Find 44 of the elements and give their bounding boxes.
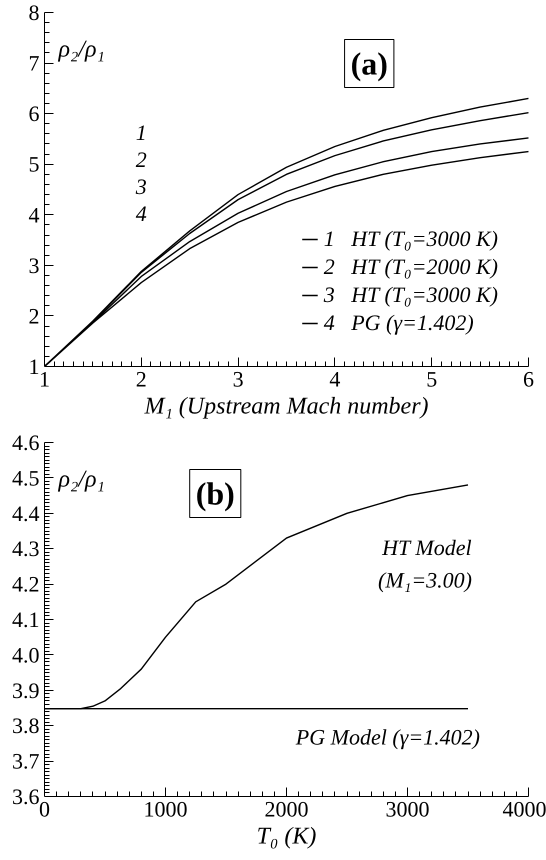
y-tick-label: 2 [28,303,40,328]
annotation: 3 [134,174,147,199]
x-tick-label: 2000 [264,796,308,822]
text: (b) [196,476,235,512]
x-axis-title: M₁ (Upstream Mach number) [143,394,429,420]
y-tick-label: 3.9 [12,678,40,703]
y-axis-title: ρ₂/ρ₁ [58,36,105,62]
text: (a) [350,46,388,82]
x-tick-label: 3 [232,366,244,392]
y-tick-label: 4.5 [12,465,40,490]
legend-label: 4 PG (γ=1.402) [324,310,474,336]
series-label: HT Model (M₁=3.00) [378,534,472,592]
y-tick-label: 7 [28,50,40,76]
y-tick-label: 3.7 [12,748,40,774]
y-tick-label: 4.0 [12,642,40,668]
y-tick-label: 4.2 [12,572,40,597]
y-tick-label: 4.1 [12,607,40,632]
y-tick-label: 6 [28,101,40,126]
x-axis-title: T₀ (K) [256,824,316,850]
annotation: 1 [136,120,147,145]
series-label: PG Model (γ=1.402) [294,724,480,750]
y-tick-label: 4 [28,202,40,228]
x-tick-label: 4000 [502,796,546,822]
y-tick-label: 5 [28,152,40,177]
y-axis-title: ρ₂/ρ₁ [58,466,105,492]
legend-label: 1 HT (T₀=3000 K) [324,226,498,252]
y-tick-label: 3 [28,252,40,278]
x-tick-label: 5 [426,366,438,392]
y-tick-label: 4.4 [12,500,40,526]
y-tick-label: 4.6 [12,430,40,455]
x-tick-label: 6 [523,366,534,392]
x-tick-label: 3000 [386,796,430,822]
y-tick-label: 4.3 [12,536,40,562]
y-tick-label: 8 [28,0,40,25]
y-tick-label: 3.8 [12,713,40,738]
y-tick-label: 3.6 [12,784,40,809]
legend-label: 2 HT (T₀=2000 K) [324,254,498,280]
legend-label: 3 HT (T₀=3000 K) [324,282,498,308]
x-tick-label: 1000 [144,796,188,822]
annotation: 2 [136,146,147,172]
x-tick-label: 4 [329,366,340,392]
annotation: 4 [136,200,147,226]
x-tick-label: 0 [39,796,50,822]
x-tick-label: 2 [136,366,147,392]
